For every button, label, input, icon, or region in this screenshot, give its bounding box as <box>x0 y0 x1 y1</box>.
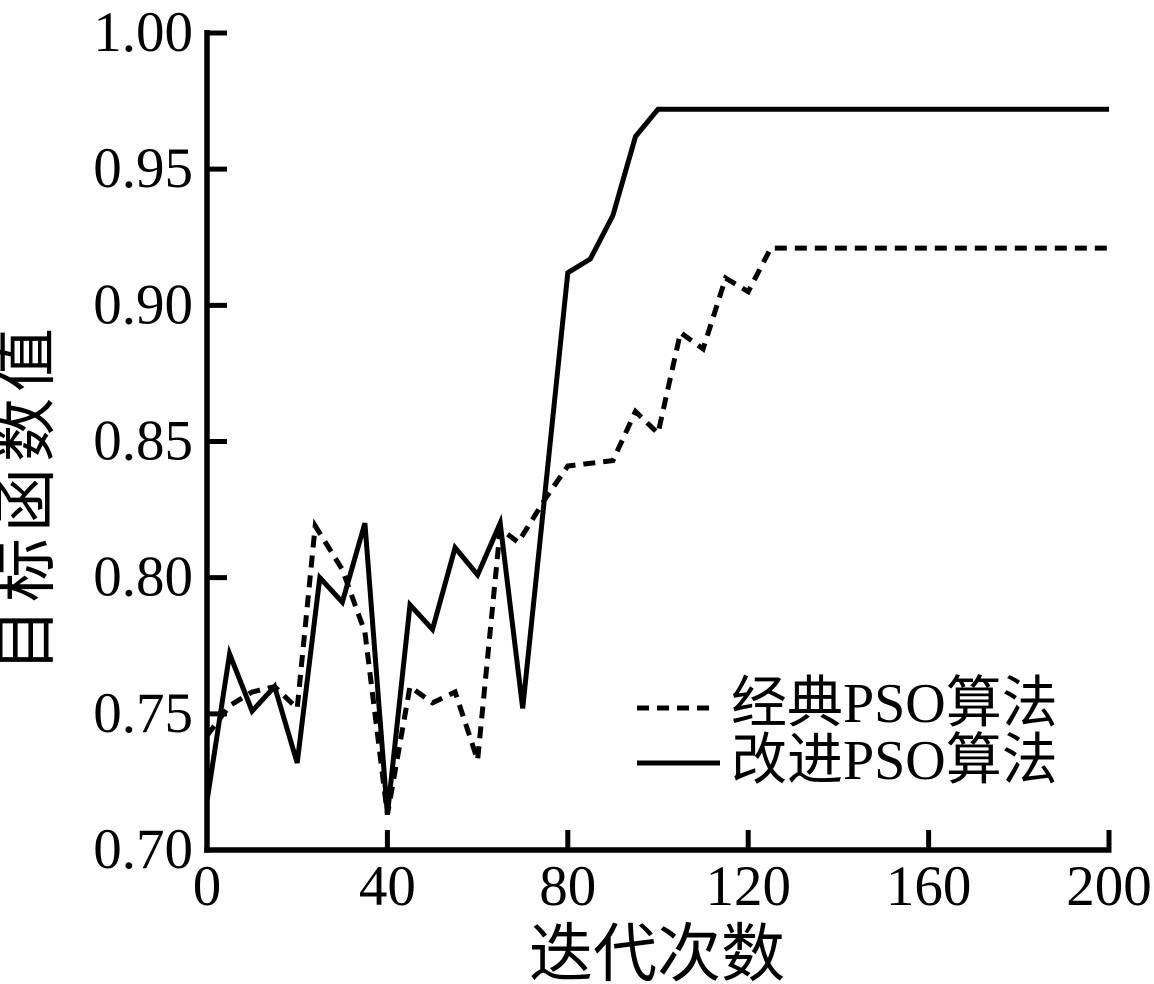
y-tick-label: 0.75 <box>93 682 193 745</box>
y-tick-label: 0.70 <box>93 818 193 881</box>
y-tick-label: 0.95 <box>93 137 193 200</box>
y-tick-label: 0.85 <box>93 410 193 473</box>
x-tick-label: 40 <box>359 855 416 918</box>
x-tick-label: 120 <box>705 855 791 918</box>
y-axis-title: 目标函数值 <box>0 322 62 672</box>
x-tick-label: 0 <box>193 855 222 918</box>
y-tick-label: 0.90 <box>93 273 193 336</box>
x-axis-title: 迭代次数 <box>529 919 785 984</box>
series-layer <box>204 106 1109 816</box>
y-tick-label: 1.00 <box>93 1 193 64</box>
series-line-improved-pso <box>204 106 1109 815</box>
axes-ticks: 0 40 80 120 160 200 0.70 0.75 0.80 0.85 0.90 0.95 1.… <box>93 1 1152 918</box>
y-tick-label: 0.80 <box>93 546 193 609</box>
x-tick-label: 160 <box>886 855 972 918</box>
x-tick-label: 200 <box>1066 855 1152 918</box>
legend: 经典PSO算法 改进PSO算法 <box>637 673 1058 792</box>
series-line-classic-pso <box>205 245 1109 816</box>
legend-label-classic-pso: 经典PSO算法 <box>731 673 1058 735</box>
x-tick-label: 80 <box>539 855 596 918</box>
legend-label-improved-pso: 改进PSO算法 <box>731 730 1058 792</box>
